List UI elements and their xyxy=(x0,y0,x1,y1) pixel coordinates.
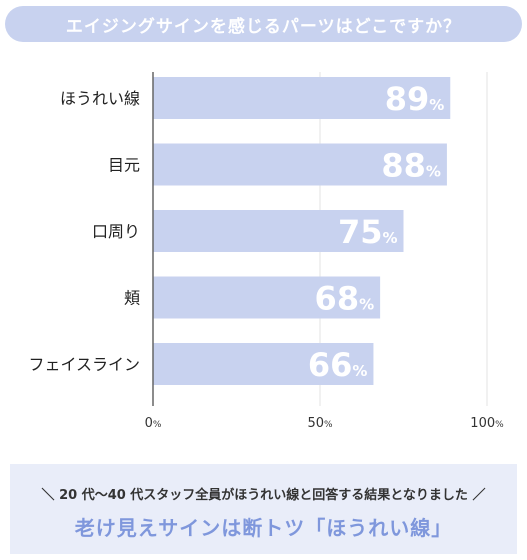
bar-3 xyxy=(153,276,381,319)
category-label-3: 頬 xyxy=(124,289,140,308)
value-label-2: 75% xyxy=(338,213,398,251)
bar-1 xyxy=(153,143,447,186)
category-label-0: ほうれい線 xyxy=(60,89,140,108)
category-label-2: 口周り xyxy=(92,222,140,241)
value-label-0: 89% xyxy=(385,80,445,118)
bar-2 xyxy=(153,210,404,252)
category-label-4: フェイスライン xyxy=(28,355,140,374)
bar-4 xyxy=(153,343,374,385)
value-label-4: 66% xyxy=(308,346,368,384)
chart-title: エイジングサインを感じるパーツはどこですか？ xyxy=(5,6,522,42)
conclusion-subtitle: ＼ 20 代〜40 代スタッフ全員がほうれい線と回答する結果となりました ／ xyxy=(41,488,486,503)
value-label-1: 88% xyxy=(381,147,441,185)
conclusion-headline: 老け見えサインは断トツ「ほうれい線」 xyxy=(74,516,453,540)
x-tick-label-1: 50% xyxy=(307,416,333,431)
category-label-1: 目元 xyxy=(108,156,140,175)
conclusion-box: ＼ 20 代〜40 代スタッフ全員がほうれい線と回答する結果となりました ／ 老… xyxy=(10,464,517,554)
value-label-3: 68% xyxy=(315,280,375,318)
x-tick-label-0: 0% xyxy=(145,416,162,431)
bar-0 xyxy=(153,77,451,119)
x-tick-label-2: 100% xyxy=(470,416,504,431)
bar-chart: ほうれい線 89% 目元 88% 口周り 75% 頬 68% フェイスライン 66% 0% 50% 10… xyxy=(28,72,504,431)
